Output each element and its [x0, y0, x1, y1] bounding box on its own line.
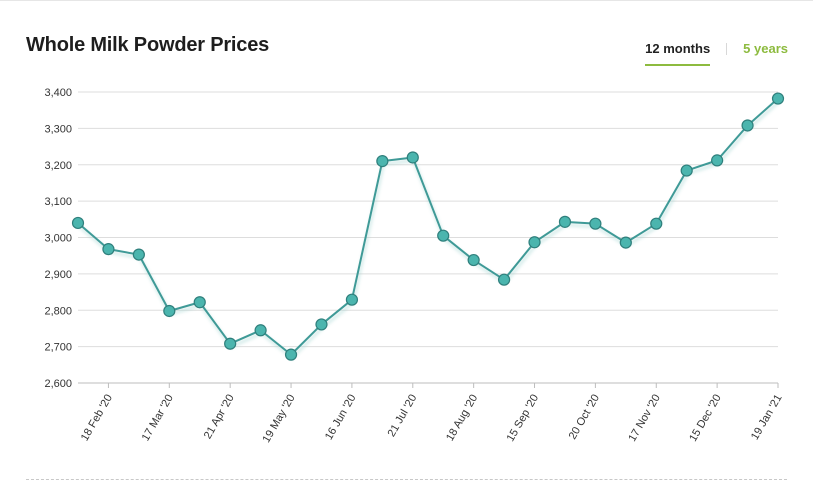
x-tick-label: 20 Oct '20 [567, 393, 602, 442]
tab-5-years[interactable]: 5 years [743, 41, 788, 56]
y-axis-ticks: 2,600 2,700 2,800 2,900 3,000 3,100 3,200 3,300… [44, 87, 72, 390]
data-point[interactable] [406, 151, 419, 164]
series-line-shadow [78, 100, 780, 360]
x-tick-label: 21 Jul '20 [386, 393, 420, 439]
data-point[interactable] [437, 229, 450, 242]
x-tick-label: 15 Sep '20 [505, 393, 542, 444]
x-tick-label: 17 Nov '20 [626, 393, 663, 444]
data-point[interactable] [224, 337, 237, 350]
x-axis-ticks: 18 Feb '20 17 Mar '20 21 Apr '20 19 May '20… [79, 383, 785, 445]
data-point[interactable] [376, 155, 389, 168]
data-point[interactable] [467, 253, 480, 267]
data-point[interactable] [650, 217, 663, 230]
tab-12-months[interactable]: 12 months [645, 41, 711, 66]
data-point[interactable] [528, 236, 541, 249]
range-toggle: 12 months 5 years [645, 41, 788, 66]
data-point[interactable] [711, 154, 724, 167]
data-point[interactable] [741, 119, 754, 132]
y-tick-label: 3,100 [44, 196, 72, 208]
data-point[interactable] [132, 248, 145, 261]
data-point[interactable] [680, 164, 693, 177]
x-tick-label: 19 Jan '21 [749, 393, 785, 443]
y-tick-label: 2,900 [44, 269, 72, 281]
data-point[interactable] [771, 92, 785, 105]
data-point[interactable] [497, 273, 511, 286]
data-point[interactable] [102, 243, 115, 256]
data-point[interactable] [558, 215, 572, 228]
grid-lines [78, 91, 778, 384]
data-point[interactable] [163, 304, 176, 318]
y-tick-label: 2,600 [44, 378, 72, 390]
y-tick-label: 3,300 [44, 123, 72, 135]
y-tick-label: 3,200 [44, 160, 72, 172]
x-tick-label: 18 Aug '20 [444, 393, 480, 444]
top-divider [0, 0, 813, 1]
data-point[interactable] [345, 293, 359, 306]
x-tick-label: 19 May '20 [261, 393, 298, 445]
x-tick-label: 17 Mar '20 [140, 393, 176, 444]
bottom-divider [26, 479, 787, 480]
price-series [71, 92, 785, 361]
data-point[interactable] [71, 216, 85, 230]
x-tick-label: 18 Feb '20 [79, 393, 115, 444]
series-line [77, 97, 779, 356]
y-tick-label: 3,000 [44, 233, 72, 245]
data-point[interactable] [589, 217, 602, 230]
data-point[interactable] [619, 236, 632, 249]
y-tick-label: 2,800 [44, 305, 72, 317]
y-tick-label: 2,700 [44, 342, 72, 354]
data-point[interactable] [193, 296, 206, 309]
data-point[interactable] [284, 348, 298, 361]
page-title: Whole Milk Powder Prices [26, 34, 270, 56]
range-separator [726, 43, 728, 55]
data-point[interactable] [315, 318, 328, 331]
x-tick-label: 15 Dec '20 [687, 393, 724, 444]
x-tick-label: 21 Apr '20 [202, 393, 237, 442]
x-tick-label: 16 Jun '20 [323, 393, 359, 443]
data-point[interactable] [254, 324, 267, 337]
y-tick-label: 3,400 [44, 87, 72, 99]
